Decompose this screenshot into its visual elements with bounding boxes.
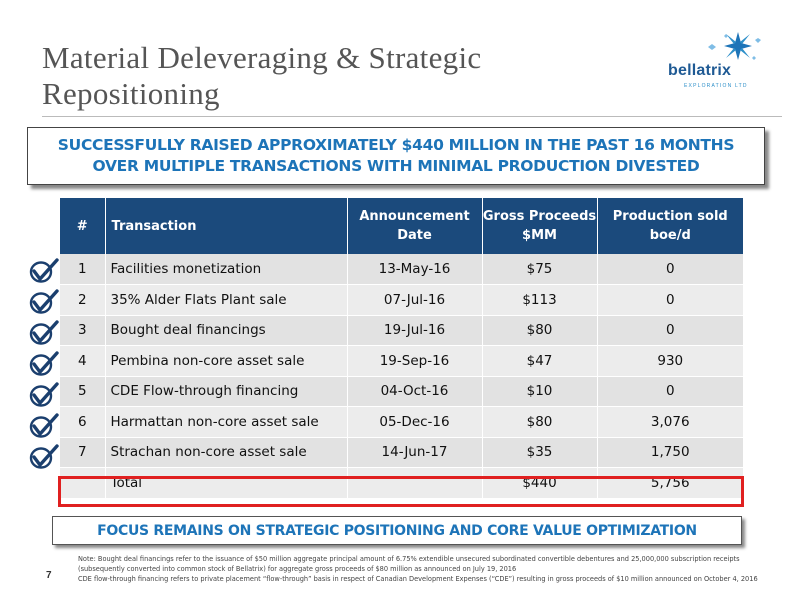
total-date: [347, 467, 483, 499]
row-gross: $113: [482, 284, 598, 316]
checkmark-circle-icon: [29, 382, 59, 407]
bellatrix-star-logo-icon: [708, 32, 761, 60]
row-transaction: 35% Alder Flats Plant sale: [105, 284, 348, 316]
focus-banner: FOCUS REMAINS ON STRATEGIC POSITIONING A…: [52, 516, 742, 545]
header-num: #: [60, 198, 106, 254]
logo-wordmark: bellatrix: [668, 62, 732, 79]
row-gross: $47: [482, 345, 598, 377]
total-production: 5,756: [597, 467, 743, 499]
row-production: 3,076: [597, 406, 743, 438]
row-date: 14-Jun-17: [347, 437, 483, 468]
header-production-sold: Production sold boe/d: [597, 198, 743, 254]
table-total-row: Total $440 5,756: [60, 467, 743, 499]
footnotes: Note: Bought deal financings refer to th…: [78, 554, 778, 584]
table-row: 6 Harmattan non-core asset sale 05-Dec-1…: [60, 406, 743, 438]
header-gross-proceeds: Gross Proceeds $MM: [482, 198, 598, 254]
row-transaction: Bought deal financings: [105, 315, 348, 346]
row-production: 0: [597, 284, 743, 316]
focus-banner-text: FOCUS REMAINS ON STRATEGIC POSITIONING A…: [97, 522, 697, 539]
row-production: 0: [597, 254, 743, 285]
row-gross: $35: [482, 437, 598, 468]
total-num: [60, 467, 106, 499]
table-header-row: # Transaction Announcement Date Gross Pr…: [60, 198, 743, 254]
row-date: 13-May-16: [347, 254, 483, 285]
slide-title: Material Deleveraging & Strategic Reposi…: [42, 40, 482, 111]
headline-banner-text: SUCCESSFULLY RAISED APPROXIMATELY $440 M…: [57, 136, 735, 175]
row-production: 0: [597, 376, 743, 407]
table-row: 1 Facilities monetization 13-May-16 $75 …: [60, 254, 743, 285]
row-num: 7: [60, 437, 106, 468]
checkmark-circle-icon: [29, 289, 59, 314]
checkmark-circle-icon: [29, 320, 59, 345]
headline-banner: SUCCESSFULLY RAISED APPROXIMATELY $440 M…: [27, 127, 765, 185]
row-production: 1,750: [597, 437, 743, 468]
row-transaction: CDE Flow-through financing: [105, 376, 348, 407]
checkmark-circle-icon: [29, 444, 59, 469]
header-announcement-date: Announcement Date: [347, 198, 483, 254]
row-date: 04-Oct-16: [347, 376, 483, 407]
row-production: 0: [597, 315, 743, 346]
row-transaction: Facilities monetization: [105, 254, 348, 285]
row-date: 19-Jul-16: [347, 315, 483, 346]
row-gross: $75: [482, 254, 598, 285]
footnote-cde: CDE flow-through financing refers to pri…: [78, 575, 758, 583]
row-gross: $80: [482, 406, 598, 438]
row-num: 2: [60, 284, 106, 316]
row-transaction: Pembina non-core asset sale: [105, 345, 348, 377]
page-number: 7: [46, 570, 52, 581]
checkmark-circle-icon: [29, 413, 59, 438]
row-transaction: Harmattan non-core asset sale: [105, 406, 348, 438]
logo-tagline: EXPLORATION LTD: [684, 83, 748, 89]
row-production: 930: [597, 345, 743, 377]
row-gross: $80: [482, 315, 598, 346]
row-num: 1: [60, 254, 106, 285]
table-row: 2 35% Alder Flats Plant sale 07-Jul-16 $…: [60, 284, 743, 316]
row-date: 07-Jul-16: [347, 284, 483, 316]
header-transaction: Transaction: [105, 198, 348, 254]
table-row: 4 Pembina non-core asset sale 19-Sep-16 …: [60, 345, 743, 377]
row-gross: $10: [482, 376, 598, 407]
table-row: 3 Bought deal financings 19-Jul-16 $80 0: [60, 315, 743, 346]
table-row: 5 CDE Flow-through financing 04-Oct-16 $…: [60, 376, 743, 407]
row-date: 05-Dec-16: [347, 406, 483, 438]
row-num: 4: [60, 345, 106, 377]
row-num: 6: [60, 406, 106, 438]
transactions-table: # Transaction Announcement Date Gross Pr…: [60, 198, 743, 499]
table-row: 7 Strachan non-core asset sale 14-Jun-17…: [60, 437, 743, 468]
footnote-bought-deal: Note: Bought deal financings refer to th…: [78, 555, 740, 573]
row-transaction: Strachan non-core asset sale: [105, 437, 348, 468]
row-num: 3: [60, 315, 106, 346]
checkmark-circle-icon: [29, 351, 59, 376]
row-date: 19-Sep-16: [347, 345, 483, 377]
total-label: Total: [105, 467, 348, 499]
checkmark-circle-icon: [29, 258, 59, 283]
row-num: 5: [60, 376, 106, 407]
title-divider: [42, 116, 782, 117]
total-gross: $440: [482, 467, 598, 499]
